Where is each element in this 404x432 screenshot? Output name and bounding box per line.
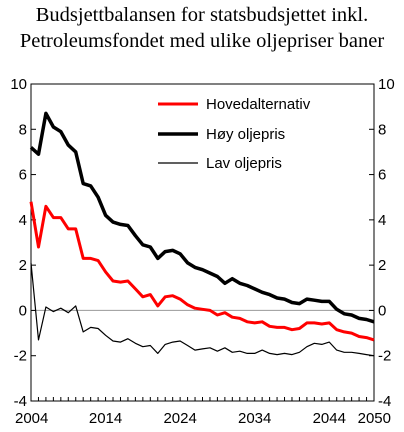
y-tick-label-left: 0 — [19, 302, 27, 319]
y-tick-label-right: 10 — [378, 76, 395, 93]
y-tick-label-left: 2 — [19, 257, 27, 274]
y-tick-label-left: -4 — [14, 393, 27, 410]
chart-title: Budsjettbalansen for statsbudsjettet ink… — [0, 2, 404, 54]
legend-label: Høy oljepris — [206, 126, 285, 143]
y-tick-label-right: 2 — [378, 257, 386, 274]
y-tick-label-right: -2 — [378, 348, 391, 365]
y-tick-label-left: 10 — [10, 76, 27, 93]
y-tick-label-left: 6 — [19, 167, 27, 184]
series-line-hovedalternativ — [29, 201, 375, 342]
y-tick-label-right: 0 — [378, 302, 386, 319]
x-tick-label: 2014 — [89, 410, 122, 427]
chart-title-line-1: Budsjettbalansen for statsbudsjettet ink… — [35, 4, 369, 26]
chart-title-line-2: Petroleumsfondet med ulike oljepriser ba… — [19, 30, 385, 52]
y-tick-label-left: 4 — [19, 212, 27, 229]
legend-label: Hovedalternativ — [206, 96, 311, 113]
y-tick-label-right: 4 — [378, 212, 386, 229]
legend-label: Lav oljepris — [206, 155, 282, 172]
y-tick-label-right: 8 — [378, 121, 386, 138]
x-tick-label: 2024 — [163, 410, 196, 427]
x-tick-label: 2004 — [15, 410, 48, 427]
x-tick-label: 2044 — [313, 410, 346, 427]
plot-frame — [30, 83, 375, 402]
y-tick-label-right: -4 — [378, 393, 391, 410]
series-line-lav-oljepris — [30, 262, 375, 357]
y-tick-label-left: -2 — [14, 348, 27, 365]
x-tick-label: 2034 — [238, 410, 271, 427]
x-tick-label: 2050 — [358, 410, 391, 427]
y-tick-label-right: 6 — [378, 167, 386, 184]
series-line-h-y-oljepris — [29, 111, 375, 324]
y-tick-label-left: 8 — [19, 121, 27, 138]
